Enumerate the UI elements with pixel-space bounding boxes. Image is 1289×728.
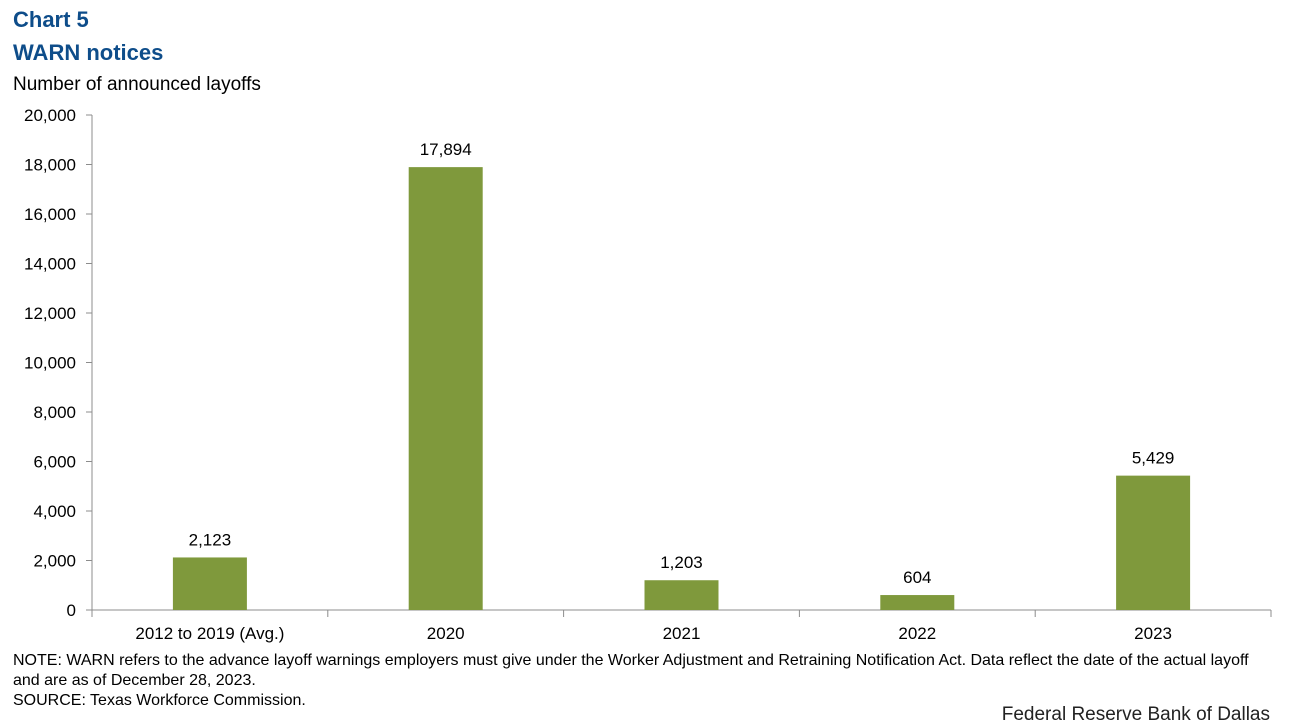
- y-tick-label: 6,000: [33, 453, 76, 472]
- bar: [172, 557, 247, 610]
- bar: [408, 167, 483, 610]
- x-tick-label: 2023: [1134, 624, 1172, 643]
- chart-number: Chart 5: [13, 7, 89, 32]
- x-tick-label: 2022: [898, 624, 936, 643]
- y-tick-label: 2,000: [33, 552, 76, 571]
- note-text: NOTE: WARN refers to the advance layoff …: [13, 652, 1249, 689]
- bar-chart: 0 2,000 4,000 6,000 8,000 10,000 12,000 14,000 1…: [24, 106, 1272, 643]
- chart-title: WARN notices: [13, 40, 164, 65]
- data-label: 1,203: [660, 553, 703, 572]
- y-tick-label: 20,000: [24, 106, 76, 125]
- bar: [1116, 475, 1191, 610]
- y-tick-label: 0: [67, 601, 76, 620]
- chart-notes: NOTE: WARN refers to the advance layoff …: [13, 651, 1278, 711]
- x-tick-label: 2012 to 2019 (Avg.): [135, 624, 284, 643]
- data-label: 17,894: [420, 140, 472, 159]
- y-tick-label: 4,000: [33, 502, 76, 521]
- y-tick-label: 18,000: [24, 156, 76, 175]
- data-label: 604: [903, 568, 931, 587]
- y-tick-label: 8,000: [33, 403, 76, 422]
- x-tick-label: 2020: [427, 624, 465, 643]
- data-label: 2,123: [189, 530, 232, 549]
- data-label: 5,429: [1132, 449, 1175, 468]
- bar: [880, 595, 955, 610]
- bar: [644, 580, 719, 610]
- y-axis-label: Number of announced layoffs: [13, 74, 261, 95]
- y-tick-label: 16,000: [24, 205, 76, 224]
- source-text: SOURCE: Texas Workforce Commission.: [13, 692, 306, 709]
- y-tick-label: 14,000: [24, 255, 76, 274]
- y-tick-label: 12,000: [24, 304, 76, 323]
- footer-credit: Federal Reserve Bank of Dallas: [1001, 704, 1270, 725]
- y-tick-label: 10,000: [24, 354, 76, 373]
- x-tick-label: 2021: [663, 624, 701, 643]
